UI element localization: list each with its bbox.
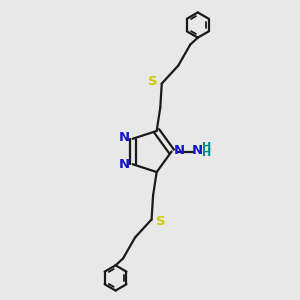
Text: S: S: [156, 215, 165, 228]
Text: N: N: [119, 131, 130, 144]
Text: N: N: [119, 158, 130, 171]
Text: H: H: [202, 148, 211, 158]
Text: H: H: [202, 142, 211, 152]
Text: N: N: [174, 144, 185, 158]
Text: S: S: [148, 75, 158, 88]
Text: N: N: [191, 144, 203, 158]
